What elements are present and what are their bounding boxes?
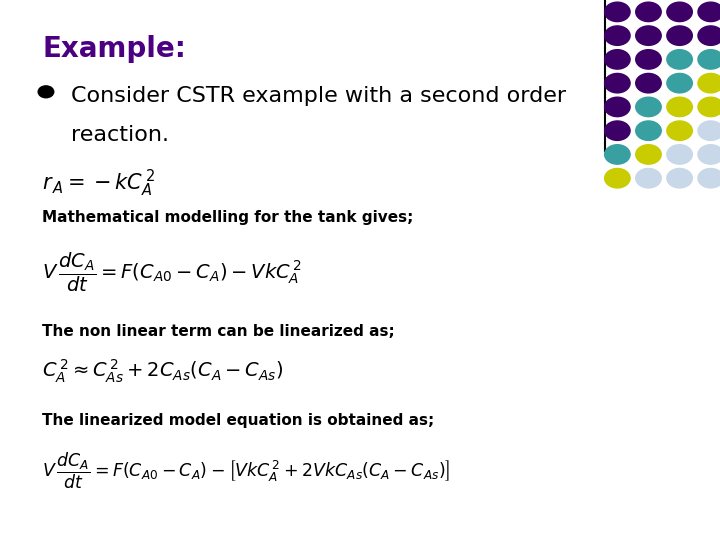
Circle shape [667,2,693,22]
Circle shape [698,145,720,164]
Circle shape [667,50,693,69]
Circle shape [698,121,720,140]
Circle shape [636,50,661,69]
Circle shape [698,50,720,69]
Text: $V\,\dfrac{dC_{A}}{dt} = F(C_{A0} - C_{A}) - \left[VkC_{A}^{\,2} + 2VkC_{As}(C_{: $V\,\dfrac{dC_{A}}{dt} = F(C_{A0} - C_{A… [42,451,451,491]
Circle shape [698,168,720,188]
Circle shape [605,26,630,45]
Circle shape [667,121,693,140]
Text: $C_{A}^{\,2} \approx C_{As}^{\,2} + 2C_{As}(C_{A} - C_{As})$: $C_{A}^{\,2} \approx C_{As}^{\,2} + 2C_{… [42,357,284,385]
Circle shape [667,26,693,45]
Circle shape [636,26,661,45]
Circle shape [636,2,661,22]
Circle shape [667,73,693,93]
Circle shape [698,97,720,117]
Circle shape [636,121,661,140]
Circle shape [636,145,661,164]
Circle shape [605,73,630,93]
Circle shape [636,97,661,117]
Circle shape [636,168,661,188]
Circle shape [698,2,720,22]
Text: Mathematical modelling for the tank gives;: Mathematical modelling for the tank give… [42,210,414,225]
Circle shape [605,50,630,69]
Circle shape [698,73,720,93]
Text: The non linear term can be linearized as;: The non linear term can be linearized as… [42,324,395,339]
Circle shape [605,97,630,117]
Text: The linearized model equation is obtained as;: The linearized model equation is obtaine… [42,413,435,428]
Circle shape [667,168,693,188]
Text: reaction.: reaction. [71,125,168,145]
Text: $r_{\,A}= -kC_{A}^{\,2}$: $r_{\,A}= -kC_{A}^{\,2}$ [42,167,156,199]
Circle shape [667,145,693,164]
Text: Example:: Example: [42,35,186,63]
Text: Consider CSTR example with a second order: Consider CSTR example with a second orde… [71,86,566,106]
Text: $V\,\dfrac{dC_{A}}{dt} = F(C_{A0} - C_{A}) - VkC_{A}^{\,2}$: $V\,\dfrac{dC_{A}}{dt} = F(C_{A0} - C_{A… [42,251,302,294]
Circle shape [667,97,693,117]
Circle shape [605,145,630,164]
Circle shape [38,86,54,98]
Circle shape [636,73,661,93]
Circle shape [698,26,720,45]
Circle shape [605,121,630,140]
Circle shape [605,2,630,22]
Circle shape [605,168,630,188]
